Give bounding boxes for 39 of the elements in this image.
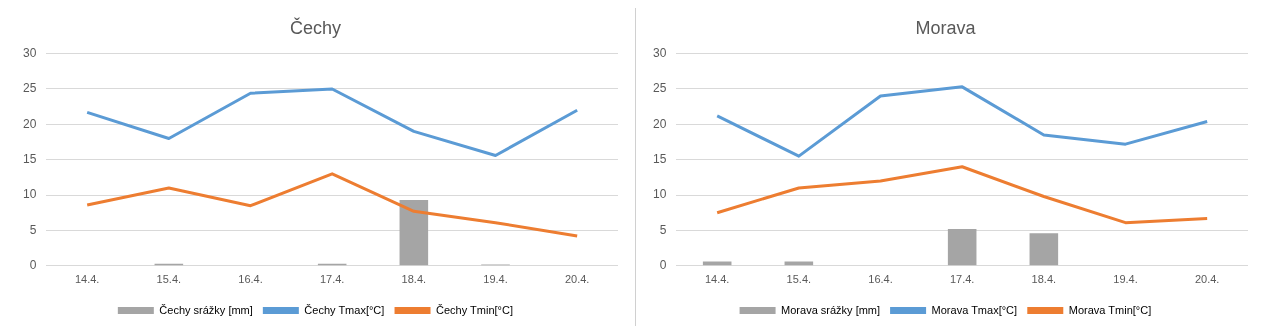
y-tick-label: 5: [659, 222, 667, 237]
legend-label: Morava Tmin[°C]: [1068, 303, 1152, 316]
legend-label: Čechy Tmax[°C]: [304, 303, 385, 316]
legend-label: Čechy Tmin[°C]: [436, 303, 513, 316]
y-tick-label: 15: [652, 152, 667, 167]
x-tick-label: 14.4.: [704, 273, 730, 286]
x-tick-label: 20.4.: [564, 273, 590, 286]
y-tick-label: 10: [22, 187, 37, 202]
y-tick-label: 0: [659, 258, 667, 273]
x-tick-label: 18.4.: [401, 273, 427, 286]
x-tick-label: 16.4.: [238, 273, 263, 286]
legend-label: Morava Tmax[°C]: [931, 303, 1018, 316]
y-tick-label: 30: [22, 45, 37, 60]
x-tick-label: 17.4.: [319, 273, 345, 286]
x-tick-label: 19.4.: [1113, 273, 1138, 286]
y-tick-label: 20: [22, 116, 37, 131]
y-tick-label: 20: [652, 116, 667, 131]
x-tick-label: 19.4.: [483, 273, 508, 286]
y-tick-label: 0: [29, 258, 37, 273]
legend-label: Morava srážky [mm]: [781, 303, 881, 316]
chart-title: Čechy: [289, 16, 342, 38]
x-tick-label: 15.4.: [156, 273, 182, 286]
chart-title: Morava: [915, 17, 977, 38]
y-tick-label: 25: [22, 81, 37, 96]
y-tick-label: 10: [652, 187, 667, 202]
x-tick-label: 17.4.: [949, 273, 975, 286]
legend-label: Čechy srážky [mm]: [159, 303, 253, 316]
y-tick-label: 5: [29, 222, 37, 237]
x-tick-label: 20.4.: [1194, 273, 1220, 286]
x-tick-label: 16.4.: [868, 273, 893, 286]
bar: [947, 229, 977, 266]
x-tick-label: 18.4.: [1031, 273, 1057, 286]
x-tick-label: 15.4.: [786, 273, 812, 286]
x-tick-label: 14.4.: [74, 273, 100, 286]
y-tick-label: 30: [652, 45, 667, 60]
y-tick-label: 25: [652, 81, 667, 96]
y-tick-label: 15: [22, 152, 37, 167]
bar: [1029, 233, 1059, 266]
bar: [399, 200, 429, 266]
